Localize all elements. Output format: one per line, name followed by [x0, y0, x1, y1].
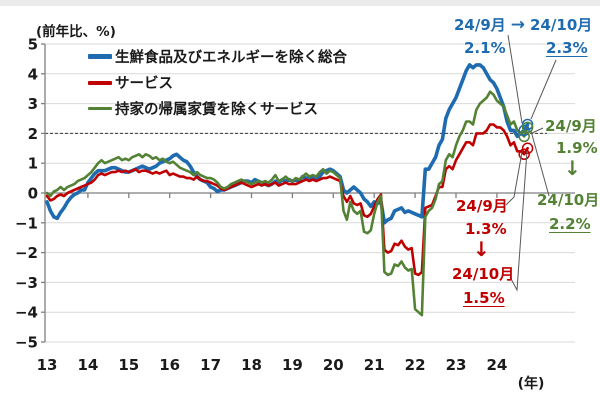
x-tick-label: 18 [241, 356, 262, 374]
annotation-green-oct-month: 24/10月 [537, 191, 600, 209]
legend-item-services: サービス [88, 74, 347, 92]
x-tick-label: 15 [118, 356, 139, 374]
page-background-strip [0, 0, 600, 6]
legend-label: 持家の帰属家賃を除くサービス [115, 102, 318, 118]
endpoint-marker-core [518, 124, 530, 137]
series-line-services [45, 123, 529, 277]
endpoint-marker-services [521, 142, 534, 155]
y-tick-label: 1 [28, 155, 38, 173]
x-tick-label: 20 [323, 356, 344, 374]
x-tick-label: 21 [364, 356, 385, 374]
x-tick-label: 17 [200, 356, 221, 374]
y-tick-label: −5 [15, 334, 38, 352]
right-arrow-icon: → [510, 15, 526, 35]
y-tick-label: −1 [15, 214, 38, 232]
down-arrow-icon: ↓ [564, 156, 581, 180]
x-tick-label: 14 [77, 356, 98, 374]
annotation-green-sep-month: 24/9月 [545, 117, 597, 135]
annotation-core-months: 24/9月 → 24/10月 [454, 17, 592, 34]
y-tick-label: 2 [28, 125, 38, 143]
annotation-core-oct-month: 24/10月 [530, 16, 593, 34]
gridlines [45, 43, 575, 343]
annotation-red-sep-value: 1.3% [465, 220, 507, 238]
legend-swatch-red-line [88, 80, 112, 85]
annotation-core-sep-month: 24/9月 [454, 16, 506, 34]
x-tick-label: 13 [37, 356, 58, 374]
legend-label: サービス [115, 76, 173, 92]
annotation-core-oct-value: 2.3% [546, 39, 588, 57]
x-tick-label: 16 [159, 356, 180, 374]
x-axis: 13 14 15 16 17 18 19 20 21 22 23 24 (年) [37, 193, 545, 392]
y-tick-label: −3 [15, 274, 38, 292]
endpoint-marker-services_ex_rent [521, 121, 534, 134]
chart-legend: 生鮮食品及びエネルギーを除く総合 サービス 持家の帰属家賃を除くサービス [88, 48, 347, 126]
y-tick-label: 5 [28, 36, 38, 54]
annotation-leader-lines [505, 34, 557, 292]
annotation-green-sep-value: 1.9% [556, 139, 598, 157]
y-tick-label: 3 [28, 95, 38, 113]
annotation-red-oct-month: 24/10月 [452, 265, 515, 283]
annotation-green-oct-value: 2.2% [549, 215, 591, 233]
legend-label: 生鮮食品及びエネルギーを除く総合 [115, 50, 347, 66]
annotation-red-oct-value: 1.5% [463, 289, 505, 307]
annotation-red-sep-month: 24/9月 [456, 197, 508, 215]
x-tick-label: 24 [486, 356, 507, 374]
series-line-services_ex_rent [45, 90, 529, 317]
x-tick-label: 22 [405, 356, 426, 374]
annotation-core-sep-value: 2.1% [464, 39, 506, 57]
y-tick-label: −4 [15, 304, 38, 322]
legend-item-services-ex-rent: 持家の帰属家賃を除くサービス [88, 100, 347, 118]
legend-item-core: 生鮮食品及びエネルギーを除く総合 [88, 48, 347, 66]
x-tick-label: 23 [446, 356, 467, 374]
y-axis-unit-label: (前年比、%) [36, 24, 116, 40]
y-tick-label: 0 [28, 185, 38, 203]
y-tick-label: −2 [15, 244, 38, 262]
legend-swatch-blue-line [88, 54, 112, 59]
x-tick-label: 19 [282, 356, 303, 374]
legend-swatch-green-line [88, 107, 112, 110]
endpoint-marker-core [521, 118, 534, 131]
down-arrow-icon: ↓ [473, 237, 490, 261]
y-axis: 5 4 3 2 1 0 −1 −2 −3 −4 −5 [15, 36, 46, 352]
y-tick-label: 4 [28, 65, 38, 83]
endpoint-marker-services [518, 148, 530, 161]
x-axis-unit-label: (年) [518, 375, 545, 392]
